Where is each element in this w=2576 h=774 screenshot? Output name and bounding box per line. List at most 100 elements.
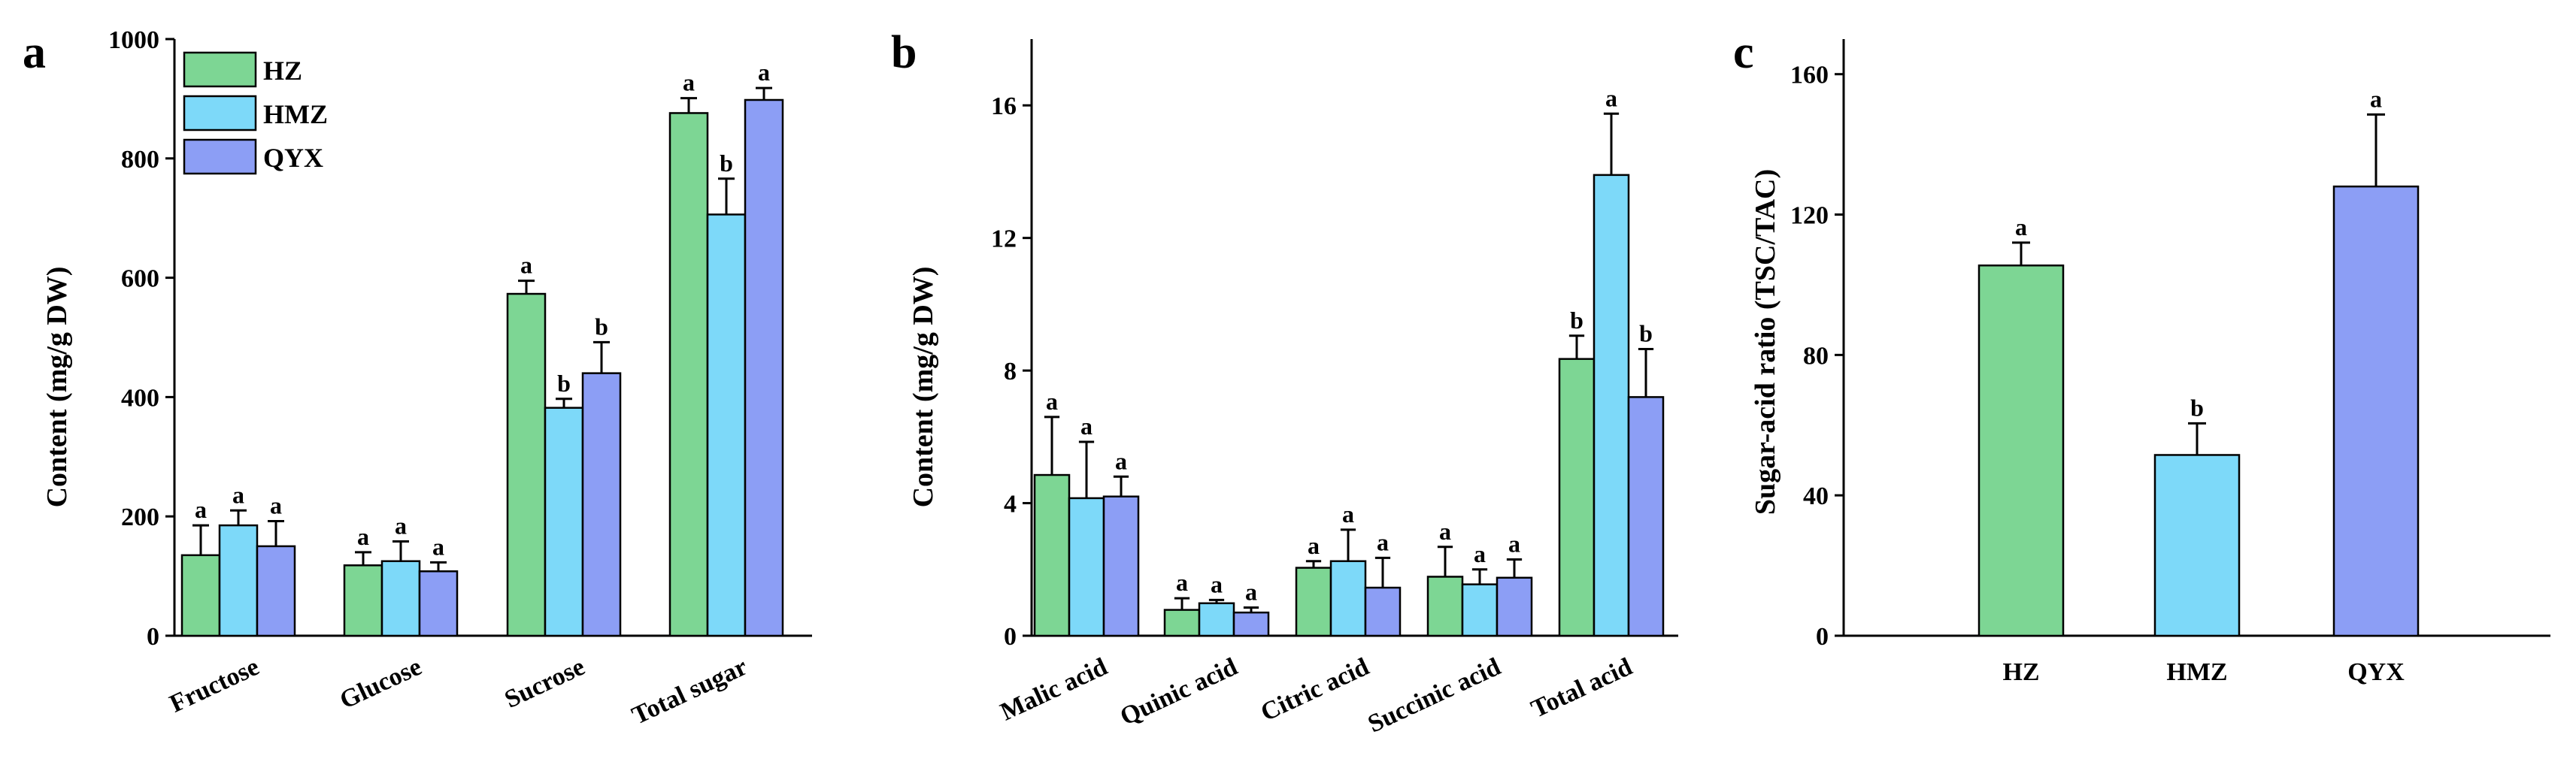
- panel-b-bar-hmz: [1198, 602, 1235, 637]
- panel-c-bar-hz: [1977, 265, 2065, 637]
- panel-b-bar-hz: [1295, 567, 1332, 637]
- panel-b-ytick-label: 0: [1004, 623, 1017, 651]
- panel-b-bar-qyx: [1364, 586, 1402, 637]
- panel-c: c Sugar-acid ratio (TSC/TAC) 0 40 80 120 160…: [1733, 27, 2550, 686]
- panel-b-xtick-label: Succinic acid: [1364, 653, 1505, 739]
- panel-b-sig-label: a: [1080, 413, 1093, 440]
- panel-c-bar-qyx: [2332, 185, 2420, 637]
- panel-a-sig-label: a: [432, 533, 444, 560]
- panel-b-sig-label: a: [1308, 532, 1320, 559]
- panel-c-ytick-label: 40: [1803, 482, 1829, 510]
- panel-c-sig-label: a: [2370, 85, 2382, 112]
- panel-b-bar-hz: [1558, 358, 1596, 637]
- panel-a-bar-hz: [506, 292, 547, 637]
- panel-a-sig-label: a: [195, 496, 207, 523]
- legend-label-qyx: QYX: [263, 143, 323, 173]
- legend-label-hmz: HMZ: [263, 99, 328, 129]
- panel-a-sig-label: b: [720, 150, 733, 177]
- panel-a-bar-hz: [180, 554, 221, 637]
- panel-a-bar-hmz: [706, 213, 747, 637]
- panel-b-bar-hmz: [1068, 497, 1105, 637]
- panel-b-bar-hz: [1426, 576, 1464, 637]
- panel-b-sig-label: a: [1439, 518, 1451, 545]
- panel-c-xtick-label: HZ: [2002, 658, 2039, 686]
- panel-a-xtick-label: Total sugar: [628, 653, 751, 730]
- panel-a-ylabel: Content (mg/g DW): [41, 267, 73, 508]
- panel-b-xtick-label: Quinic acid: [1116, 653, 1241, 731]
- panel-c-xtick-label: QYX: [2347, 658, 2405, 686]
- panel-a-ytick-label: 600: [121, 265, 159, 293]
- panel-c-ytick-label: 120: [1790, 202, 1829, 230]
- panel-b-sig-label: a: [1046, 388, 1058, 415]
- panel-b-bar-qyx: [1627, 396, 1665, 637]
- panel-b-ytick-label: 16: [991, 92, 1017, 120]
- panel-a-bar-qyx: [256, 545, 296, 637]
- panel-b-bar-qyx: [1496, 576, 1533, 637]
- panel-b-bar-qyx: [1102, 495, 1140, 637]
- panel-a-bar-hz: [668, 112, 709, 637]
- panel-a-letter: a: [23, 27, 46, 78]
- panel-b-bar-hz: [1163, 609, 1201, 637]
- panel-a-bar-hmz: [380, 560, 421, 637]
- panel-b-sig-label: a: [1605, 84, 1617, 111]
- panel-a-sig-label: a: [395, 512, 407, 540]
- panel-b-xtick-label: Malic acid: [996, 653, 1111, 727]
- panel-a-bar-hz: [343, 564, 383, 637]
- panel-c-xtick-label: HMZ: [2166, 658, 2227, 686]
- panel-c-letter: c: [1733, 27, 1754, 78]
- panel-b-sig-label: a: [1211, 570, 1223, 597]
- legend-swatch-hz: [183, 51, 257, 88]
- panel-a-sig-label: a: [232, 481, 244, 508]
- panel-b-ylabel: Content (mg/g DW): [908, 267, 939, 508]
- panel-b-bar-hz: [1033, 473, 1071, 637]
- panel-a-bar-hmz: [544, 407, 584, 637]
- legend-swatch-hmz: [183, 95, 257, 132]
- panel-c-sig-label: a: [2015, 213, 2027, 240]
- panel-a-bar-hmz: [218, 524, 259, 637]
- panel-a-xtick-label: Sucrose: [501, 653, 589, 714]
- panel-b-sig-label: a: [1508, 531, 1520, 558]
- panel-a-sig-label: a: [520, 252, 532, 279]
- panel-b-bar-hmz: [1329, 560, 1367, 637]
- panel-b-xtick-label: Citric acid: [1256, 653, 1373, 727]
- legend-swatch-qyx: [183, 138, 257, 175]
- panel-a-sig-label: b: [595, 313, 608, 340]
- panel-a-bar-qyx: [581, 372, 622, 637]
- panel-c-ytick-label: 80: [1803, 342, 1829, 370]
- panel-c-ytick-label: 0: [1816, 623, 1829, 651]
- panel-a-ytick-label: 0: [147, 623, 159, 651]
- panel-b-xtick-label: Total acid: [1527, 653, 1637, 724]
- panel-a-xtick-label: Fructose: [165, 653, 263, 718]
- panel-c-sig-label: b: [2190, 394, 2204, 421]
- panel-b-sig-label: a: [1474, 540, 1486, 567]
- panel-b-ytick-label: 8: [1004, 358, 1017, 385]
- panel-a-sig-label: a: [357, 523, 369, 550]
- panel-b-bar-hmz: [1461, 583, 1499, 637]
- panel-b-sig-label: a: [1176, 569, 1188, 596]
- panel-c-ylabel: Sugar-acid ratio (TSC/TAC): [1750, 169, 1781, 515]
- panel-a-sig-label: a: [758, 59, 770, 86]
- panel-a-ytick-label: 200: [121, 503, 159, 531]
- panel-a-sig-label: a: [683, 69, 695, 96]
- panel-a-sig-label: a: [270, 492, 282, 519]
- panel-a-sig-label: b: [557, 370, 571, 397]
- panel-b-sig-label: a: [1115, 447, 1127, 474]
- legend-label-hz: HZ: [263, 56, 302, 86]
- panel-b-letter: b: [891, 27, 917, 78]
- panel-c-ytick-label: 160: [1790, 62, 1829, 89]
- panel-b-sig-label: a: [1342, 500, 1354, 528]
- panel-a-xtick-label: Glucose: [335, 653, 426, 715]
- panel-b-sig-label: a: [1377, 528, 1389, 555]
- panel-b-ytick-label: 4: [1004, 491, 1017, 519]
- panel-a-bar-qyx: [418, 570, 459, 637]
- panel-b-bar-hmz: [1593, 174, 1630, 637]
- panel-b-bar-qyx: [1232, 611, 1270, 637]
- panel-a-ytick-label: 400: [121, 384, 159, 412]
- panel-b-sig-label: b: [1570, 307, 1583, 334]
- panel-b-sig-label: a: [1245, 579, 1257, 606]
- panel-a-ytick-label: 800: [121, 146, 159, 174]
- legend: HZ HMZ QYX: [183, 51, 328, 175]
